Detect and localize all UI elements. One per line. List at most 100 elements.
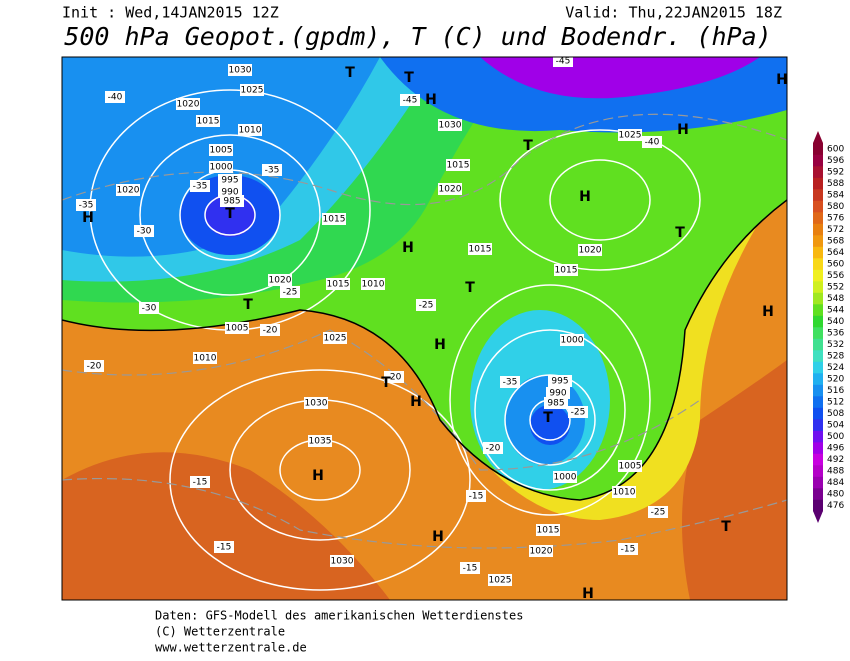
label-box <box>468 243 492 255</box>
colorbar-label: 596 <box>827 156 844 166</box>
colorbar-label: 508 <box>827 409 844 419</box>
colorbar-swatch <box>813 476 823 489</box>
isobar-label: 1020 <box>579 246 602 256</box>
isobar-label: 1010 <box>613 488 636 498</box>
label-box <box>553 57 573 67</box>
isobar-label: 1010 <box>362 280 385 290</box>
colorbar-swatch <box>813 304 823 316</box>
colorbar-swatch <box>813 189 823 201</box>
label-box <box>228 64 252 76</box>
pressure-center: H <box>402 240 414 256</box>
footer-line: Daten: GFS-Modell des amerikanischen Wet… <box>155 609 523 623</box>
colorbar-label: 504 <box>827 420 844 430</box>
isotherm-label: -35 <box>79 201 94 211</box>
pressure-center: T <box>543 410 553 426</box>
label-box <box>76 199 96 211</box>
colorbar-swatch <box>813 499 823 512</box>
isobar-label: 1000 <box>554 473 577 483</box>
colorbar-swatch <box>813 223 823 236</box>
pressure-center: T <box>381 375 391 391</box>
isotherm-label: -40 <box>645 138 660 148</box>
label-box <box>529 545 553 557</box>
label-box <box>618 460 642 472</box>
isobar-label: 995 <box>551 377 568 387</box>
label-box <box>488 574 512 586</box>
pressure-center: H <box>312 468 324 484</box>
pressure-center: H <box>677 122 689 138</box>
init-time: Init : Wed,14JAN2015 12Z <box>62 4 279 22</box>
colorbar-swatch <box>813 166 823 178</box>
isobar-label: 990 <box>549 389 566 399</box>
isobar-label: 985 <box>547 399 564 409</box>
colorbar-label: 544 <box>827 305 844 315</box>
label-box <box>190 476 210 488</box>
pressure-center: T <box>225 206 235 222</box>
isobar-label: 1015 <box>197 117 220 127</box>
isobar-label: 1015 <box>323 215 346 225</box>
label-box <box>304 397 328 409</box>
label-box <box>460 562 480 574</box>
label-box <box>642 136 662 148</box>
label-box <box>554 264 578 276</box>
label-box <box>105 91 125 103</box>
isotherm-label: -15 <box>193 478 208 488</box>
colorbar-swatch <box>813 384 823 397</box>
colorbar-swatch <box>813 177 823 190</box>
label-box <box>446 159 470 171</box>
colorbar-label: 488 <box>827 466 844 476</box>
footer-line: www.wetterzentrale.de <box>155 641 307 655</box>
colorbar-swatch <box>813 361 823 374</box>
label-box <box>618 129 642 141</box>
colorbar-label: 584 <box>827 190 844 200</box>
isotherm-label: -40 <box>108 93 123 103</box>
isobar-label: 1025 <box>324 334 347 344</box>
isobar-label: 1030 <box>305 399 328 409</box>
label-box <box>218 174 242 186</box>
isotherm-label: -20 <box>486 444 501 454</box>
colorbar-label: 592 <box>827 167 844 177</box>
isobar-label: 1010 <box>239 126 262 136</box>
label-box <box>260 324 280 336</box>
label-box <box>322 213 346 225</box>
pressure-center: T <box>243 297 253 313</box>
label-box <box>139 302 159 314</box>
colorbar-end <box>813 131 823 143</box>
pressure-center: H <box>776 72 788 88</box>
colorbar-swatch <box>813 235 823 247</box>
colorbar-label: 600 <box>827 144 844 154</box>
map-title: 500 hPa Geopot.(gpdm), T (C) und Bodendr… <box>64 22 771 51</box>
isotherm-label: -45 <box>403 96 418 106</box>
pressure-center: H <box>582 586 594 602</box>
pressure-center: T <box>345 65 355 81</box>
label-box <box>384 371 404 383</box>
isobar-label: 1025 <box>241 86 264 96</box>
isobar-label: 1020 <box>269 276 292 286</box>
isobar-label: 1025 <box>489 576 512 586</box>
label-box <box>568 406 588 418</box>
colorbar-label: 588 <box>827 179 844 189</box>
label-box <box>225 322 249 334</box>
colorbar-label: 536 <box>827 328 844 338</box>
label-box <box>209 144 233 156</box>
pressure-center: T <box>465 280 475 296</box>
colorbar-label: 572 <box>827 225 844 235</box>
isobar-label: 1010 <box>194 354 217 364</box>
isobar-label: 1030 <box>331 557 354 567</box>
colorbar-swatch <box>813 442 823 454</box>
label-box <box>560 334 584 346</box>
colorbar-label: 548 <box>827 294 844 304</box>
isobar-label: 1020 <box>177 100 200 110</box>
isobar-label: 1000 <box>210 163 233 173</box>
isotherm-label: -20 <box>87 362 102 372</box>
isobar-label: 1005 <box>619 462 642 472</box>
colorbar-swatch <box>813 212 823 224</box>
pressure-center: T <box>721 519 731 535</box>
colorbar-swatch <box>813 246 823 259</box>
colorbar-swatch <box>813 430 823 443</box>
isobar-label: 1015 <box>555 266 578 276</box>
isobar-label: 1015 <box>469 245 492 255</box>
colorbar-swatch <box>813 292 823 305</box>
label-box <box>240 84 264 96</box>
label-box <box>196 115 220 127</box>
